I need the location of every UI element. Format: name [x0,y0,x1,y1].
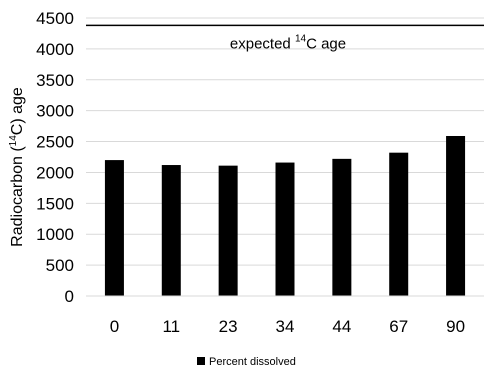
legend-swatch [197,357,205,365]
bar-11 [161,165,181,296]
legend: Percent dissolved [197,356,296,368]
x-category-label: 67 [389,317,408,336]
y-tick-label: 4500 [36,9,74,28]
y-axis-title: Radiocarbon (14C) age [8,87,26,247]
y-tick-label: 3500 [36,71,74,90]
bar-0 [104,160,124,296]
bar-34 [275,162,295,296]
x-category-label: 11 [162,317,180,336]
y-tick-label: 2000 [36,163,74,182]
y-tick-label: 500 [46,256,74,275]
bar-90 [446,135,466,296]
bars [104,135,466,296]
x-category-label: 44 [332,317,351,336]
expected-age-label-sup: 14 [295,33,307,44]
y-axis-ticks: 0 500 1000 1500 2000 2500 3000 3500 4000 4500 [36,9,74,306]
y-axis-title-sup: 14 [8,135,19,147]
gridlines [86,17,484,266]
expected-age-label-pre: expected [230,35,295,52]
expected-age-label: expected 14C age [230,33,346,52]
x-category-label: 23 [219,317,238,336]
bar-67 [389,152,409,296]
y-tick-label: 2500 [36,133,74,152]
y-tick-label: 3000 [36,102,74,121]
x-category-label: 90 [446,317,465,336]
y-tick-label: 4000 [36,40,74,59]
x-category-label: 34 [276,317,295,336]
legend-label: Percent dissolved [209,356,296,368]
x-axis-categories: 0 11 23 34 44 67 90 [110,317,465,336]
y-axis-title-post: C) age [9,87,26,135]
x-category-label: 0 [110,317,119,336]
bar-23 [218,165,238,296]
y-axis-title-pre: Radiocarbon ( [9,146,26,247]
expected-age-label-post: C age [306,35,346,52]
y-tick-label: 1500 [36,194,74,213]
y-tick-label: 0 [65,287,74,306]
y-tick-label: 1000 [36,225,74,244]
bar-44 [332,158,352,296]
